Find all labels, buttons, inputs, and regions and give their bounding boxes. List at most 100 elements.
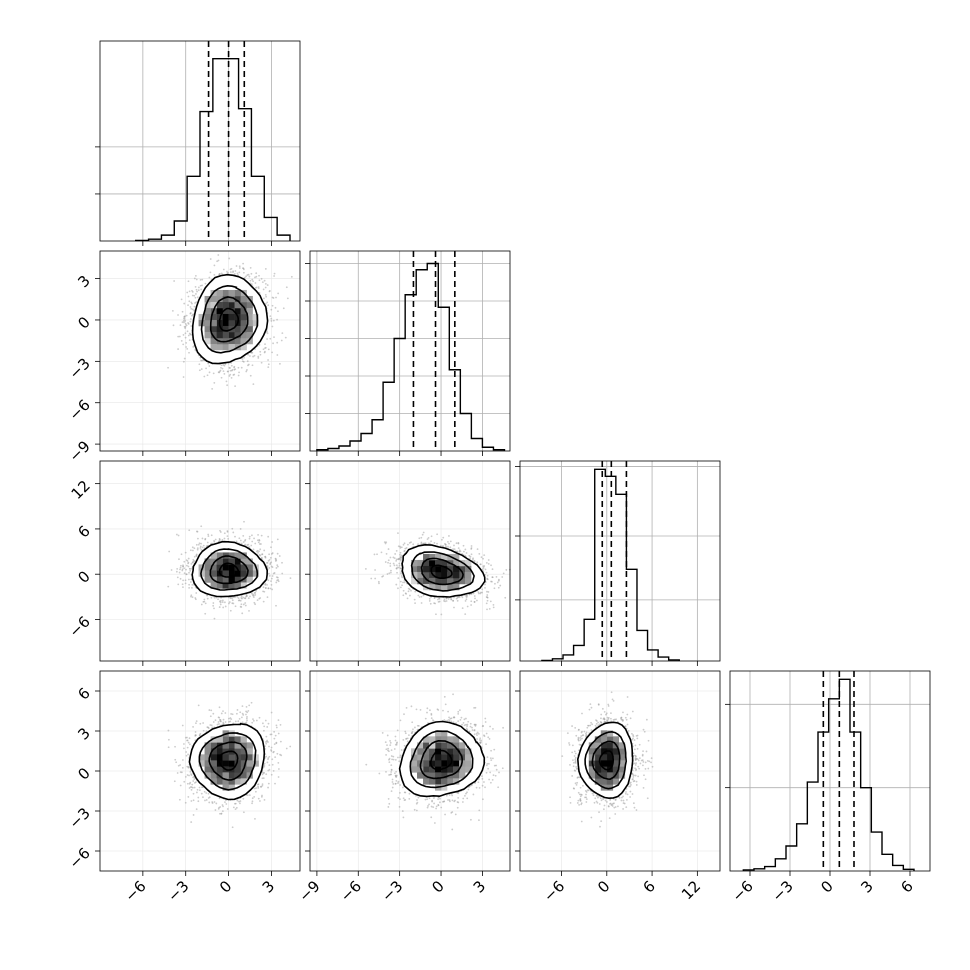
sample-point [183,567,186,570]
sample-point [175,570,178,573]
sample-point [274,306,277,309]
sample-point [248,535,251,538]
sample-point [252,383,255,386]
sample-point [255,272,258,275]
sample-point [262,348,265,351]
sample-point [269,556,272,559]
sample-point [250,544,253,547]
sample-point [251,540,254,543]
sample-point [183,321,185,324]
sample-point [190,325,193,327]
density-cell [234,289,241,297]
sample-point [269,337,272,340]
sample-point [204,282,207,285]
sample-point [184,325,187,328]
sample-point [213,381,216,384]
sample-point [242,603,245,606]
sample-point [242,596,245,599]
density-cell [216,343,223,351]
sample-point [179,566,182,569]
sample-point [254,282,257,284]
sample-point [247,363,250,366]
density-cell [216,289,223,297]
sample-point [246,274,249,276]
sample-point [180,339,183,342]
sample-point [184,332,187,335]
sample-point [213,539,215,542]
sample-point [234,596,236,599]
sample-point [217,598,219,601]
sample-point [248,537,251,540]
sample-point [266,332,269,335]
sample-point [185,342,188,344]
sample-point [180,553,183,556]
sample-point [178,571,181,574]
density-cell [222,313,229,321]
sample-point [227,537,230,540]
sample-point [189,320,192,323]
sample-point [252,594,255,597]
sample-point [199,547,202,549]
sample-point [241,358,244,360]
density-cell [228,331,235,339]
sample-point [186,291,189,294]
sample-point [231,527,234,530]
sample-point [182,565,185,568]
sample-point [187,565,190,568]
sample-point [189,333,192,336]
sample-point [179,324,182,327]
sample-point [186,330,189,333]
histogram-step [135,57,291,242]
sample-point [185,568,187,571]
sample-point [233,373,236,376]
sample-point [187,557,190,560]
sample-point [168,550,171,553]
sample-point [187,562,189,565]
sample-point [209,271,212,274]
density-cell [204,331,211,339]
sample-point [212,372,215,375]
sample-point [213,273,216,276]
sample-point [271,304,274,307]
sample-point [183,560,186,563]
sample-point [267,304,270,307]
sample-point [262,590,264,593]
sample-point [171,310,174,312]
sample-point [184,327,187,330]
sample-point [252,596,255,598]
sample-point [191,546,194,549]
sample-point [221,601,224,603]
sample-point [259,350,262,353]
histogram-panel-2 [305,250,511,456]
sample-point [213,617,216,620]
sample-point [209,258,212,260]
sample-point [250,351,253,354]
density-cell [222,289,229,297]
sample-point [197,289,200,292]
sample-point [249,279,252,282]
sample-point [277,292,280,295]
sample-point [269,315,272,318]
sample-point [261,281,264,284]
sample-point [194,285,197,288]
sample-point [187,304,189,307]
sample-point [189,569,192,572]
sample-point [188,300,191,303]
sample-point [204,612,207,615]
sample-point [235,265,238,267]
sample-point [188,290,191,293]
sample-point [188,529,191,532]
sample-point [191,314,193,317]
sample-point [274,560,277,562]
sample-point [189,306,192,308]
sample-point [276,354,279,356]
sample-point [258,274,260,277]
sample-point [196,547,199,550]
sample-point [202,600,205,603]
sample-point [218,539,221,542]
sample-point [264,584,267,586]
sample-point [251,278,254,281]
sample-point [170,569,173,571]
sample-point [247,543,250,546]
sample-point [256,539,259,542]
